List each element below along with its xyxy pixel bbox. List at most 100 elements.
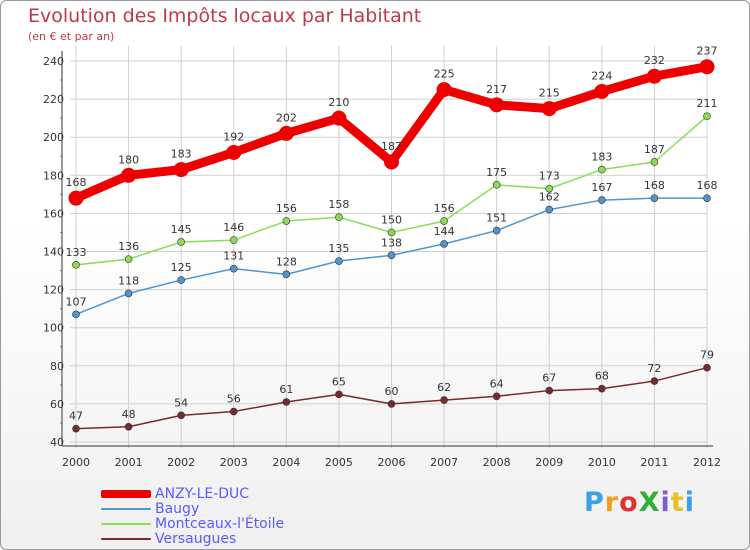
data-point xyxy=(282,398,291,406)
x-tick-label: 2004 xyxy=(272,456,300,469)
data-label: 107 xyxy=(66,295,87,308)
data-point xyxy=(124,422,133,431)
data-point xyxy=(545,205,554,214)
legend-label: Baugy xyxy=(155,501,200,517)
data-point xyxy=(72,310,80,319)
logo-letter: P xyxy=(584,487,605,518)
data-label: 167 xyxy=(591,181,612,194)
data-point xyxy=(72,424,80,433)
legend-label: Versaugues xyxy=(155,531,237,547)
data-point xyxy=(440,217,448,225)
x-tick-label: 2006 xyxy=(378,456,406,469)
y-tick-label: 200 xyxy=(43,131,64,144)
x-tick-label: 2012 xyxy=(693,456,721,469)
data-point xyxy=(384,154,399,170)
data-point xyxy=(229,407,238,416)
x-tick-label: 2007 xyxy=(430,456,458,469)
legend-swatch xyxy=(101,538,151,540)
y-tick-label: 240 xyxy=(43,55,64,68)
data-point xyxy=(598,165,606,174)
data-point xyxy=(650,377,659,385)
y-tick-label: 140 xyxy=(43,246,64,259)
data-point xyxy=(440,240,448,248)
data-label: 180 xyxy=(118,153,139,166)
logo-letter: t xyxy=(670,487,685,518)
data-point xyxy=(598,384,606,393)
x-tick-label: 2009 xyxy=(535,456,563,469)
legend-label: Montceaux-l'Étoile xyxy=(155,516,285,532)
data-point xyxy=(492,181,501,189)
data-point xyxy=(173,162,189,178)
data-label: 187 xyxy=(644,143,665,156)
data-point xyxy=(282,270,291,279)
x-tick-label: 2010 xyxy=(588,456,616,469)
data-label: 125 xyxy=(171,261,192,274)
legend-swatch xyxy=(101,490,151,498)
data-point xyxy=(124,255,133,263)
data-label: 118 xyxy=(118,274,139,287)
data-point xyxy=(492,392,501,401)
data-point xyxy=(335,213,343,222)
data-label: 62 xyxy=(437,381,451,394)
chart-subtitle: (en € et par an) xyxy=(28,30,115,43)
data-label: 150 xyxy=(381,213,402,226)
x-tick-label: 2002 xyxy=(167,456,195,469)
data-point xyxy=(335,257,343,265)
data-point xyxy=(177,238,185,246)
data-label: 183 xyxy=(171,148,192,161)
y-tick-label: 80 xyxy=(50,360,64,373)
chart-title: Evolution des Impôts locaux par Habitant xyxy=(28,5,422,27)
data-label: 144 xyxy=(434,225,455,238)
data-label: 68 xyxy=(595,370,609,383)
data-point xyxy=(440,396,448,404)
data-point xyxy=(387,251,396,260)
data-label: 48 xyxy=(122,408,136,421)
data-label: 60 xyxy=(385,385,399,398)
data-label: 168 xyxy=(66,176,87,189)
data-label: 162 xyxy=(539,191,560,204)
data-label: 224 xyxy=(591,69,612,82)
logo-letter: i xyxy=(684,487,695,518)
data-label: 225 xyxy=(434,68,455,81)
x-tick-label: 2003 xyxy=(220,456,248,469)
data-point xyxy=(68,190,84,206)
y-tick-label: 100 xyxy=(43,322,64,335)
y-tick-label: 160 xyxy=(43,207,64,220)
data-label: 158 xyxy=(328,198,349,211)
x-tick-label: 2000 xyxy=(62,456,90,469)
data-point xyxy=(650,194,659,202)
data-label: 56 xyxy=(227,393,241,406)
data-point xyxy=(121,167,137,183)
data-point xyxy=(436,82,452,98)
data-label: 217 xyxy=(486,83,507,96)
logo-letter: r xyxy=(604,487,620,518)
data-point xyxy=(492,226,501,235)
data-label: 65 xyxy=(332,375,346,388)
data-label: 136 xyxy=(118,240,139,253)
legend-label: ANZY-LE-DUC xyxy=(155,486,250,502)
data-label: 54 xyxy=(174,396,188,409)
data-label: 210 xyxy=(328,96,349,109)
data-label: 187 xyxy=(381,140,402,153)
data-label: 175 xyxy=(486,166,507,179)
data-label: 145 xyxy=(171,223,192,236)
data-label: 128 xyxy=(276,255,297,268)
data-point xyxy=(650,158,659,166)
x-tick-label: 2008 xyxy=(483,456,511,469)
data-point xyxy=(489,97,505,113)
data-label: 64 xyxy=(490,377,504,390)
x-tick-label: 2005 xyxy=(325,456,353,469)
data-label: 47 xyxy=(69,410,83,423)
data-label: 138 xyxy=(381,236,402,249)
data-point xyxy=(646,68,662,84)
data-label: 215 xyxy=(539,87,560,100)
data-point xyxy=(229,264,238,273)
logo-letter: o xyxy=(619,487,639,518)
legend-swatch xyxy=(101,523,151,525)
data-point xyxy=(278,125,294,141)
data-point xyxy=(594,83,610,99)
data-point xyxy=(72,261,80,269)
data-point xyxy=(331,110,347,126)
